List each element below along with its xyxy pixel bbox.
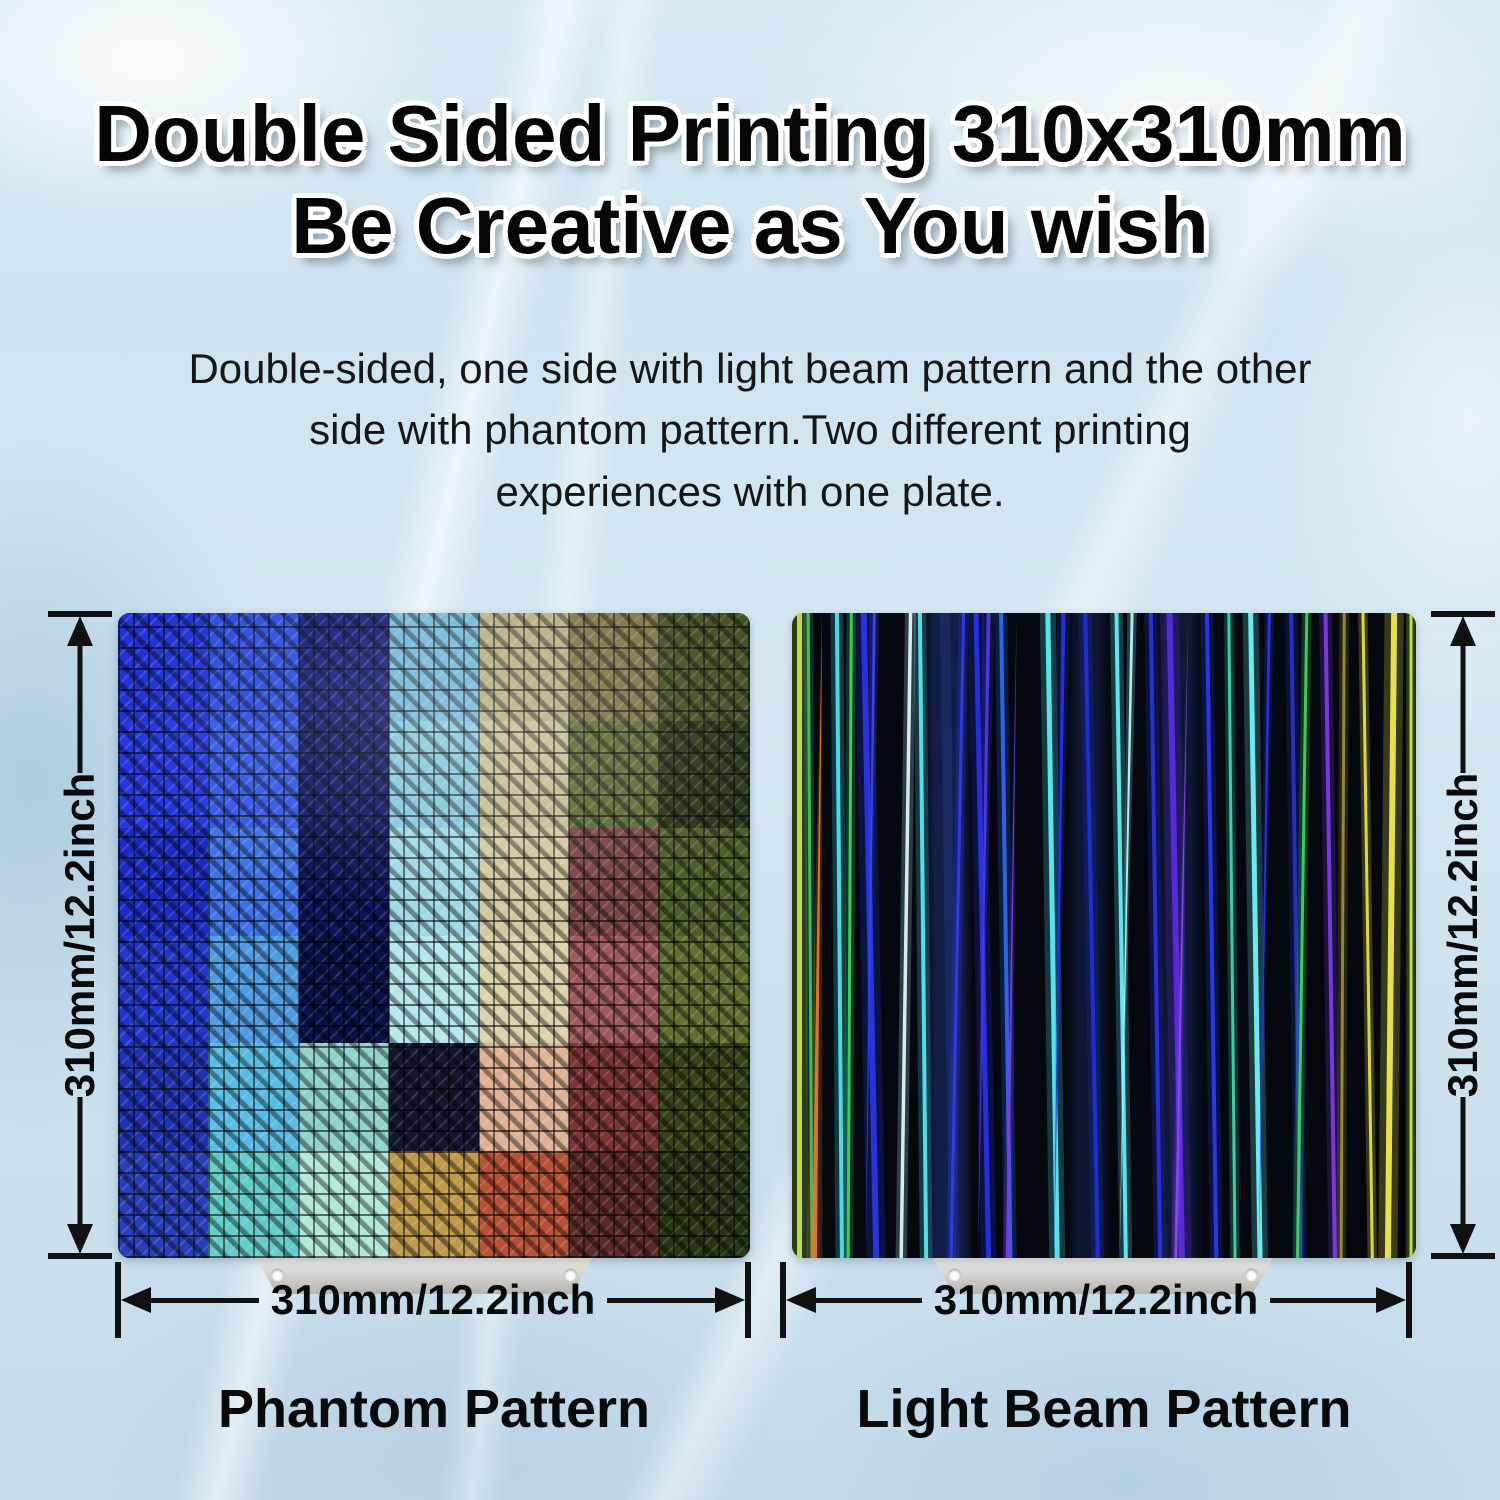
- height-dimension-label-left: 310mm/12.2inch: [56, 772, 103, 1098]
- light-beam: [811, 613, 822, 1258]
- light-beam: [1361, 613, 1374, 1258]
- light-beam: [899, 613, 913, 1258]
- dimension-line: [607, 1297, 716, 1303]
- dimension-cap: [1431, 611, 1495, 617]
- light-beam: [834, 613, 844, 1258]
- dimension-line: [1460, 1097, 1466, 1227]
- height-dimension-right: 310mm/12.2inch: [1431, 611, 1495, 1259]
- arrowhead-up-icon: [1450, 616, 1476, 646]
- page-title: Double Sided Printing 310x310mm Be Creat…: [0, 88, 1500, 272]
- screw-hole: [270, 1268, 284, 1282]
- dimension-line: [816, 1297, 922, 1303]
- light-beam: [1339, 613, 1346, 1258]
- light-beam: [1384, 613, 1398, 1258]
- dimension-cap: [1406, 1262, 1413, 1338]
- light-beam: [1174, 613, 1189, 1258]
- plate-sheen: [118, 613, 750, 1258]
- title-line-2: Be Creative as You wish: [291, 181, 1209, 270]
- light-beam-plate: [792, 613, 1416, 1258]
- mounting-tab-right: [932, 1256, 1274, 1294]
- dimension-cap: [1431, 1253, 1495, 1259]
- description-line-3: experiences with one plate.: [495, 467, 1005, 515]
- dimension-line: [151, 1297, 259, 1303]
- screw-hole: [1244, 1268, 1258, 1282]
- light-beam: [1083, 613, 1100, 1258]
- description-line-2: side with phantom pattern.Two different …: [309, 406, 1191, 454]
- phantom-pattern-caption: Phantom Pattern: [217, 1379, 651, 1439]
- arrowhead-left-icon: [121, 1287, 151, 1313]
- light-beam: [977, 613, 995, 1258]
- width-dimension-left: 310mm/12.2inch: [115, 1262, 752, 1338]
- dimension-line: [1460, 643, 1466, 773]
- light-beam: [1323, 613, 1337, 1258]
- phantom-pattern-plate: [118, 613, 750, 1258]
- screw-hole: [948, 1268, 962, 1282]
- light-beam: [1119, 613, 1134, 1258]
- light-beam: [1114, 613, 1128, 1258]
- arrowhead-left-icon: [786, 1287, 816, 1313]
- dimension-line: [77, 1097, 83, 1227]
- dimension-cap: [48, 1253, 112, 1259]
- phantom-facet-texture: [118, 613, 750, 1258]
- light-beam: [949, 613, 966, 1258]
- dimension-line: [1270, 1297, 1377, 1303]
- dimension-cap: [745, 1262, 752, 1338]
- arrowhead-down-icon: [67, 1224, 93, 1254]
- light-beam: [1148, 613, 1163, 1258]
- dimension-cap: [115, 1262, 121, 1338]
- title-line-1: Double Sided Printing 310x310mm: [94, 89, 1406, 178]
- width-dimension-label-left: 310mm/12.2inch: [270, 1276, 596, 1323]
- height-dimension-label-right: 310mm/12.2inch: [1439, 772, 1486, 1098]
- mounting-tab-left: [255, 1256, 593, 1294]
- screw-hole: [564, 1268, 578, 1282]
- light-beam: [796, 613, 802, 1258]
- dimension-line: [77, 643, 83, 773]
- description-line-1: Double-sided, one side with light beam p…: [188, 345, 1312, 392]
- dimension-cap: [48, 611, 112, 617]
- light-beam: [806, 613, 823, 1258]
- arrowhead-up-icon: [67, 616, 93, 646]
- height-dimension-left: 310mm/12.2inch: [48, 611, 112, 1259]
- beam-background-bands: [792, 613, 1416, 1258]
- light-beam: [1409, 613, 1413, 1258]
- light-beam: [806, 613, 814, 1258]
- light-beam-pattern-caption: Light Beam Pattern: [856, 1379, 1352, 1439]
- light-beam: [1248, 613, 1263, 1258]
- light-beam: [917, 613, 929, 1258]
- light-beam: [1166, 613, 1185, 1258]
- dimension-cap: [780, 1262, 786, 1338]
- description-text: Double-sided, one side with light beam p…: [0, 338, 1500, 522]
- width-dimension-right: 310mm/12.2inch: [780, 1262, 1413, 1338]
- width-dimension-label-right: 310mm/12.2inch: [933, 1276, 1259, 1323]
- light-beam: [1227, 613, 1237, 1258]
- light-beam: [846, 613, 853, 1258]
- light-beam: [1204, 613, 1219, 1258]
- arrowhead-right-icon: [1376, 1287, 1407, 1313]
- arrowhead-down-icon: [1450, 1224, 1476, 1254]
- arrowhead-right-icon: [715, 1287, 746, 1313]
- light-beam: [977, 613, 991, 1258]
- light-beam-graphic: [792, 613, 1416, 1258]
- light-beam: [1295, 613, 1309, 1258]
- light-beam: [865, 613, 876, 1258]
